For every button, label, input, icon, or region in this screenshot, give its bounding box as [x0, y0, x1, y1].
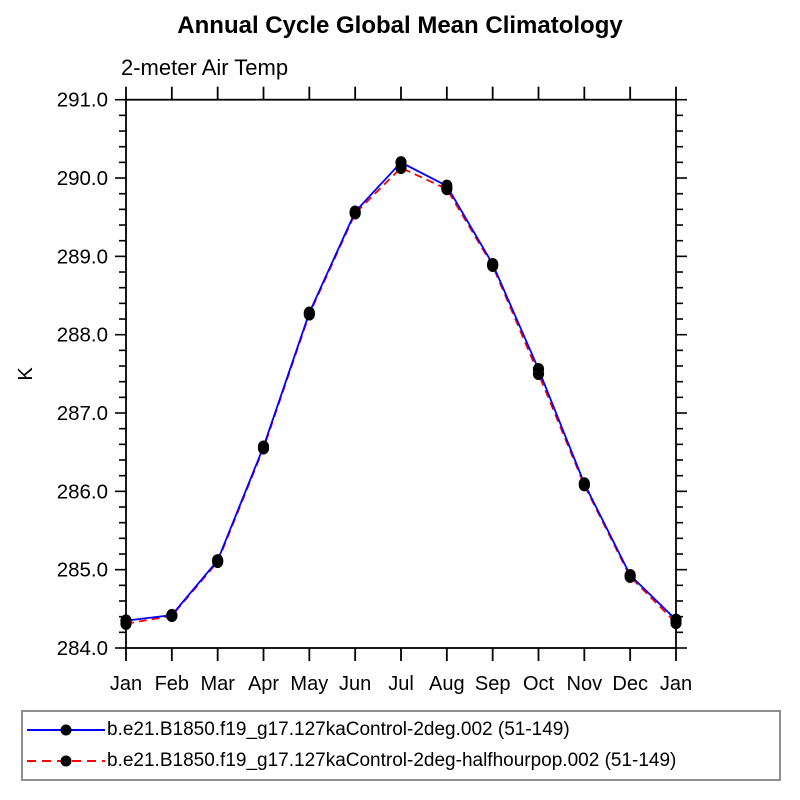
x-tick-label: Jan: [110, 673, 142, 695]
x-tick-label: Jun: [339, 673, 371, 695]
y-tick-label: 287.0: [57, 402, 108, 425]
legend-marker-dot: [60, 755, 72, 767]
y-tick-label: 290.0: [57, 167, 108, 190]
x-tick-label: Jul: [388, 673, 414, 695]
y-tick-label: 291.0: [57, 89, 108, 112]
x-tick-label: Apr: [248, 673, 279, 695]
data-point-marker: [441, 179, 453, 193]
series-line-solid: [125, 161, 677, 622]
x-tick-label: May: [290, 673, 328, 695]
data-point-marker: [395, 156, 407, 169]
legend-line-sample: [27, 724, 105, 736]
data-point-marker: [349, 205, 361, 218]
legend-line-sample: [27, 755, 105, 767]
x-tick-label: Aug: [429, 673, 465, 695]
x-tick-label: Mar: [200, 673, 235, 695]
x-tick-label: Sep: [475, 673, 511, 695]
chart-subtitle: 2-meter Air Temp: [121, 55, 289, 80]
x-tick-label: Oct: [523, 673, 555, 695]
y-tick-label: 284.0: [57, 637, 108, 660]
chart-title: Annual Cycle Global Mean Climatology: [177, 12, 623, 39]
data-point-marker: [670, 613, 682, 627]
data-point-marker: [303, 306, 315, 319]
data-point-marker: [487, 257, 499, 271]
legend-item-label: b.e21.B1850.f19_g17.127kaControl-2deg.00…: [107, 719, 570, 740]
x-tick-label: Dec: [612, 673, 648, 695]
data-point-marker: [120, 614, 132, 627]
plot-area: 284.0 285.0 286.0 287.0 288.0 289.0 290.0 291.0…: [15, 86, 692, 695]
x-tick-label: Jan: [660, 673, 692, 695]
data-point-marker: [624, 568, 636, 582]
data-point-marker: [578, 477, 590, 490]
series-line-dashed: [125, 166, 677, 625]
legend-marker-dot: [60, 724, 72, 736]
data-point-marker: [212, 554, 224, 567]
axis-box: [125, 98, 677, 649]
data-point-marker: [257, 440, 270, 453]
legend: b.e21.B1850.f19_g17.127kaControl-2deg.00…: [21, 710, 781, 781]
y-axis-label: K: [15, 367, 37, 381]
legend-item: b.e21.B1850.f19_g17.127kaControl-2deg.00…: [23, 715, 779, 746]
y-tick-label: 289.0: [57, 245, 108, 268]
y-tick-label: 286.0: [57, 480, 108, 503]
data-point-marker: [166, 608, 178, 622]
x-tick-label: Feb: [155, 673, 189, 695]
legend-item-label: b.e21.B1850.f19_g17.127kaControl-2deg-ha…: [107, 750, 677, 771]
y-tick-label: 285.0: [57, 559, 108, 582]
data-point-marker: [532, 362, 545, 376]
legend-item: b.e21.B1850.f19_g17.127kaControl-2deg-ha…: [23, 746, 779, 777]
y-tick-label: 288.0: [57, 324, 108, 347]
x-tick-label: Nov: [567, 673, 603, 695]
